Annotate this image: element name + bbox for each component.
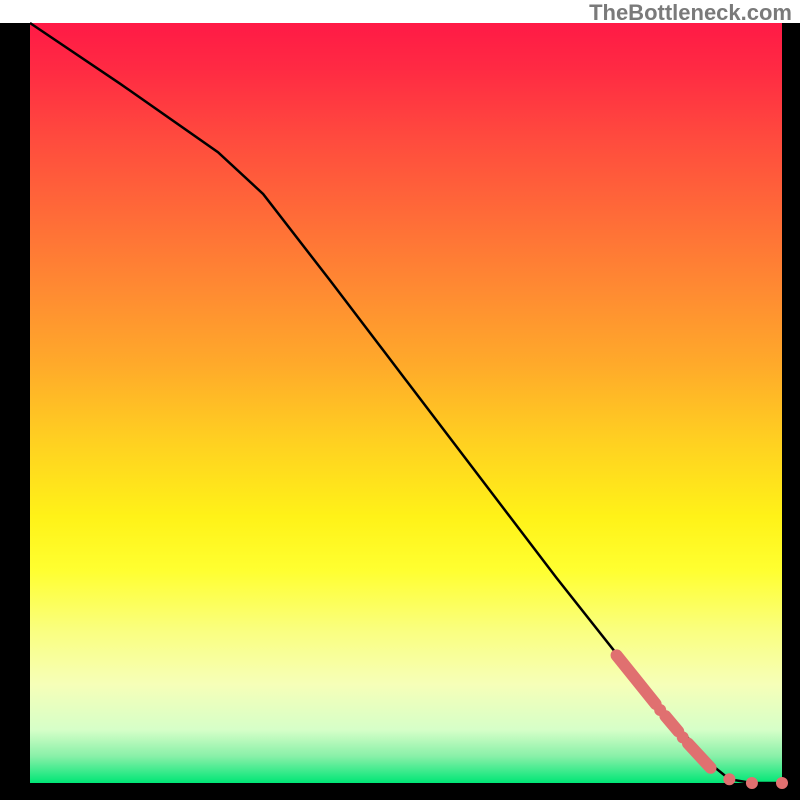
bottleneck-chart [0, 0, 800, 800]
attribution-label: TheBottleneck.com [589, 0, 792, 26]
chart-frame: TheBottleneck.com [0, 0, 800, 800]
chart-gradient-background [30, 23, 782, 783]
